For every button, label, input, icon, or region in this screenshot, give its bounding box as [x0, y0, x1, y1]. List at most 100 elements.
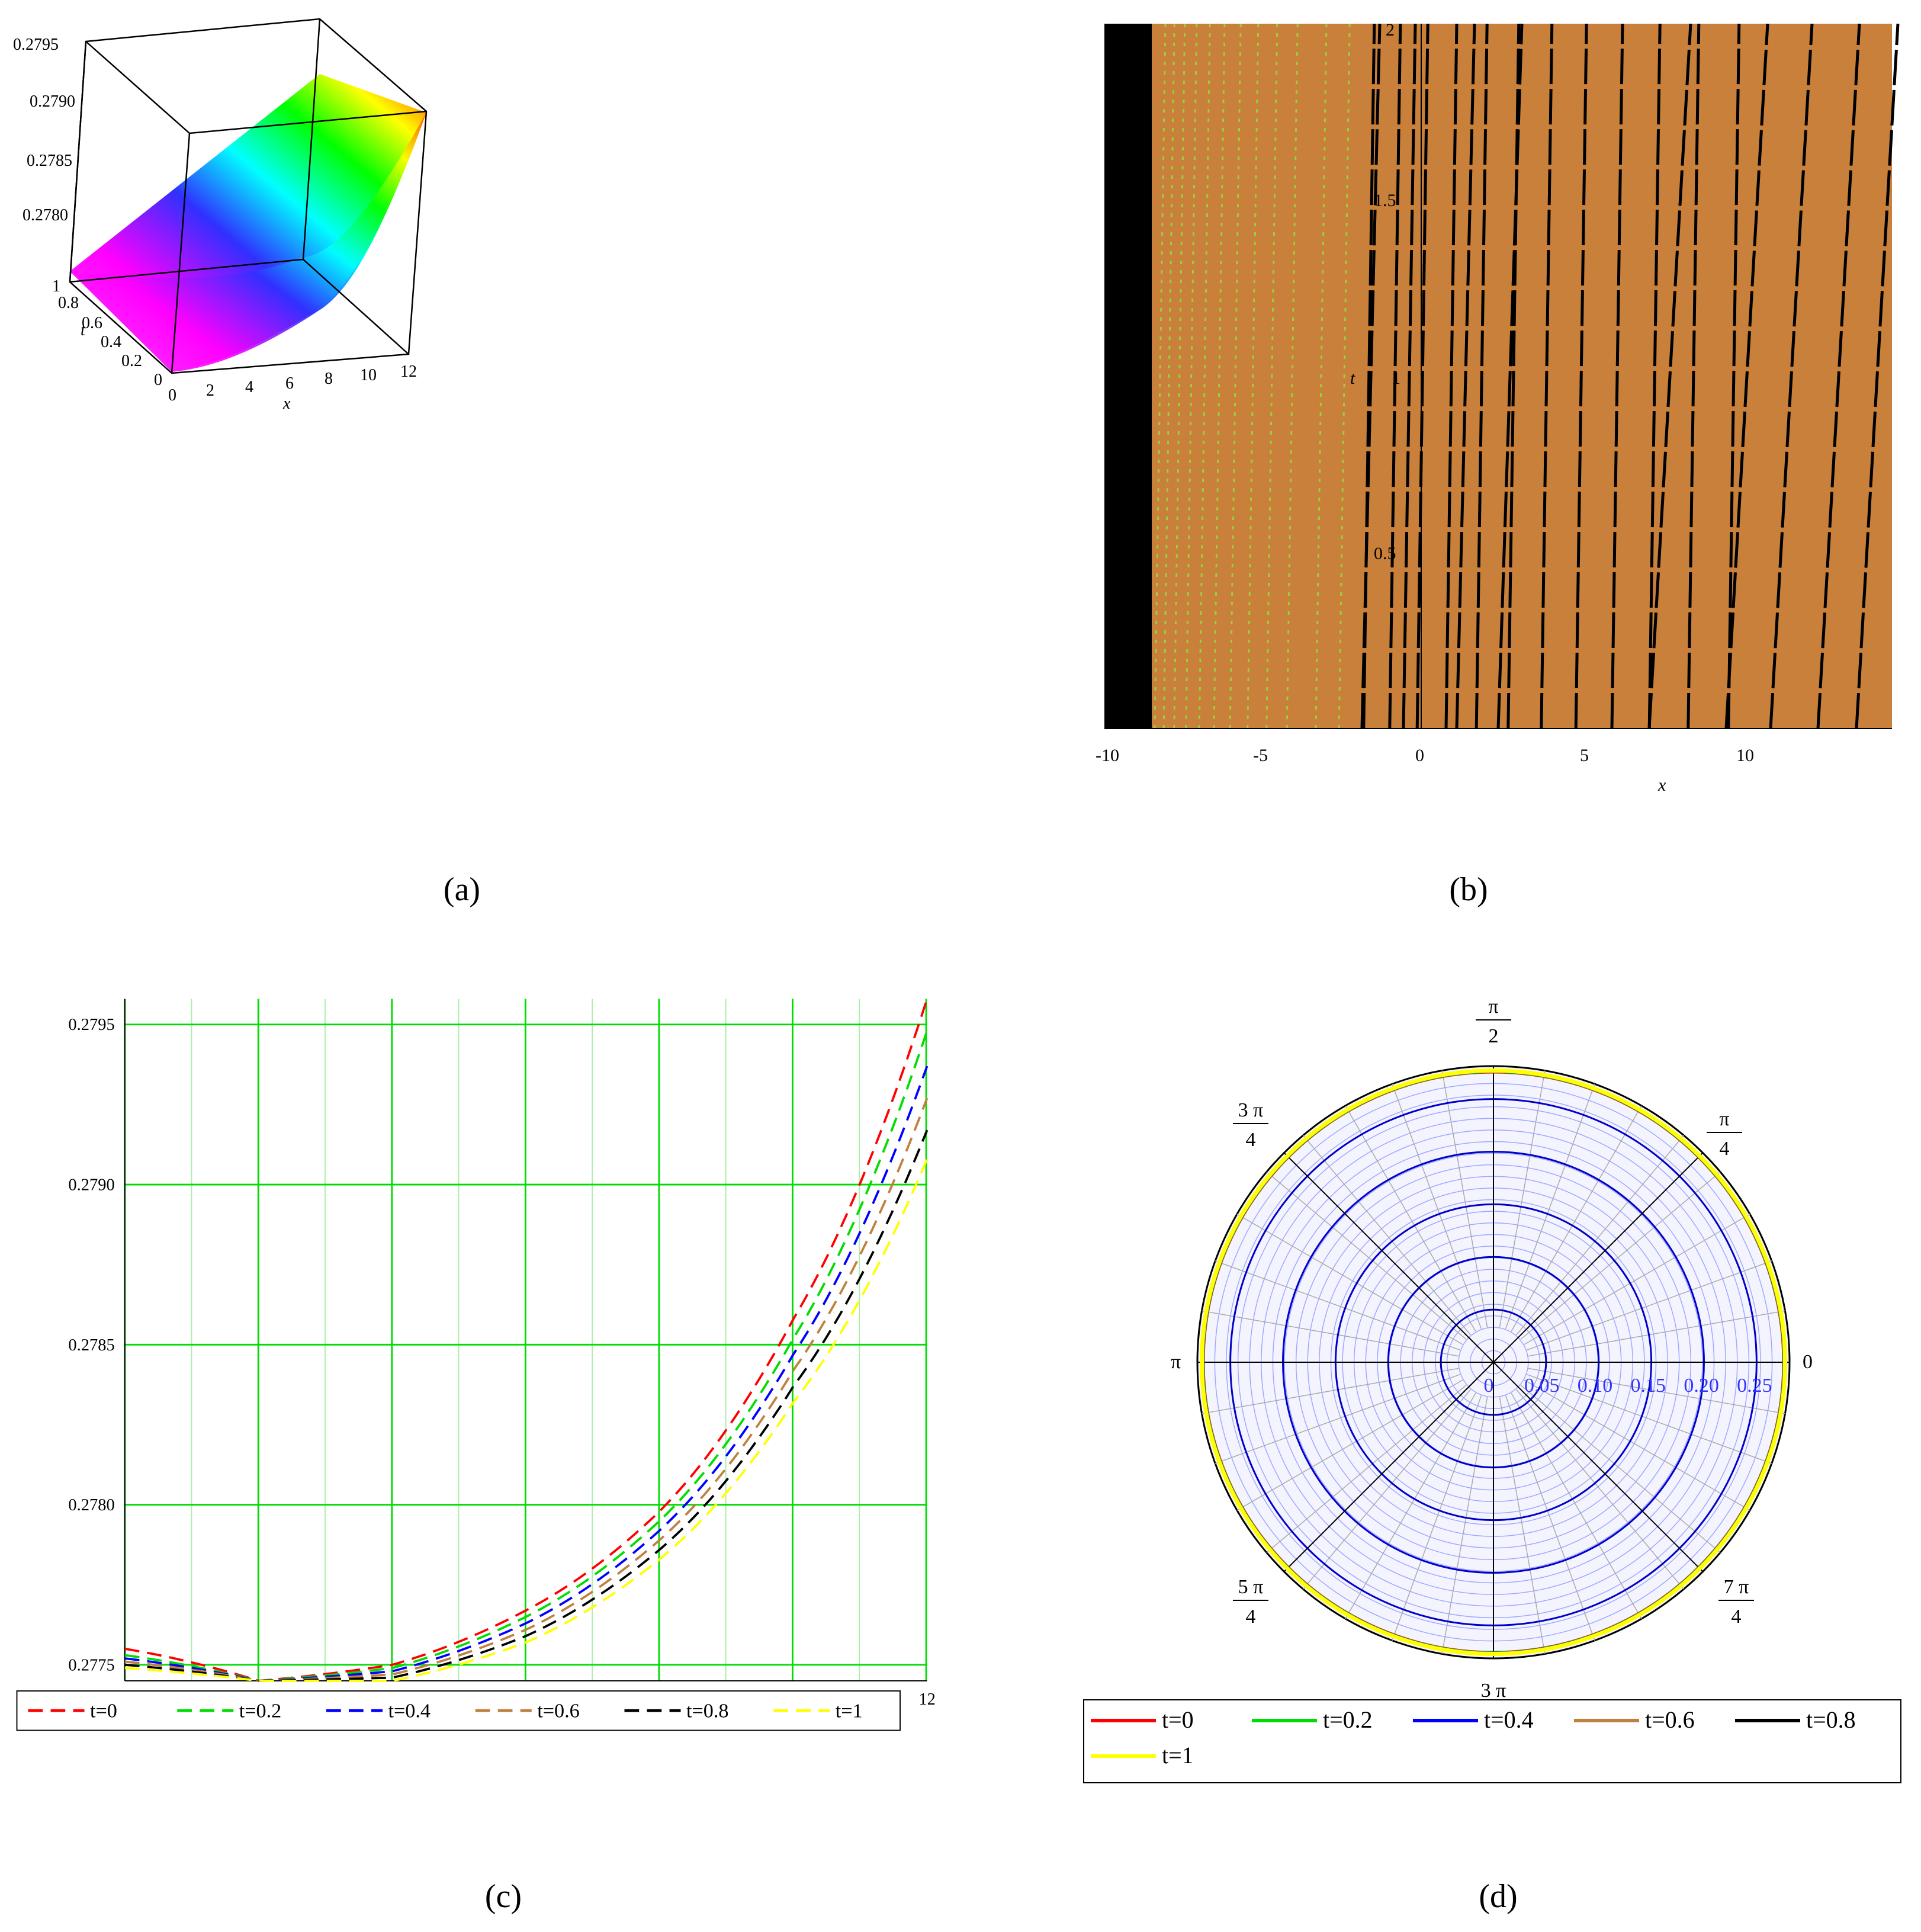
- r-tick-label: 0.05: [1524, 1375, 1560, 1397]
- x-tick-label: -5: [1253, 746, 1268, 765]
- polar-spoke: [1215, 1260, 1460, 1351]
- r-tick-label: 0.10: [1578, 1375, 1613, 1397]
- polar-spoke: [1524, 1214, 1750, 1345]
- label-3pi-over-2-numerator: 3 π: [1481, 1680, 1506, 1702]
- x-tick-label: 12: [918, 1690, 936, 1709]
- y-tick-label: 0.2775: [68, 1656, 114, 1674]
- t-tick-label: 1: [52, 277, 60, 296]
- caption-c: (c): [484, 1878, 522, 1915]
- z-tick-label: 0.2785: [27, 152, 72, 170]
- x-axis-label: x: [282, 394, 291, 413]
- polar-spoke: [1202, 1310, 1459, 1357]
- label-5pi-over-4-denominator: 4: [1246, 1606, 1256, 1628]
- t-axis: 1 0.8 0.6 0.4 0.2 0 t: [52, 277, 162, 389]
- legend-label: t=0: [90, 1700, 117, 1722]
- y-tick-label: 0.2780: [68, 1496, 114, 1514]
- polar-spoke: [1499, 1070, 1546, 1328]
- x-axis: 0 2 4 6 8 10 12 x: [168, 362, 417, 413]
- polar-spoke: [1511, 1105, 1642, 1332]
- polar-spoke: [1520, 1172, 1721, 1340]
- contour-line: [1444, 23, 1459, 729]
- series-line-t1: [124, 1158, 929, 1682]
- polar-spoke: [1528, 1310, 1785, 1357]
- y-tick-label: 1: [1392, 368, 1400, 388]
- label-7pi-over-4-denominator: 4: [1732, 1606, 1742, 1628]
- caption-b: (b): [1449, 871, 1488, 908]
- label-3pi-over-4-numerator: 3 π: [1238, 1099, 1264, 1121]
- label-5pi-over-4-numerator: 5 π: [1238, 1576, 1264, 1598]
- legend-label: t=0.4: [388, 1700, 431, 1722]
- x-tick-label: -10: [1096, 746, 1119, 765]
- x-tick-label: 5: [1580, 746, 1589, 765]
- contour-line: [1415, 23, 1429, 729]
- polar-spoke: [1527, 1260, 1772, 1351]
- t-tick-label: 0.6: [82, 314, 102, 332]
- bounding-box: [69, 18, 428, 374]
- x-tick-label: 12: [400, 362, 417, 381]
- contour-line: [1727, 23, 1741, 729]
- t-axis-label: t: [81, 321, 86, 339]
- contour-line: [1816, 23, 1861, 729]
- contour-line: [1724, 23, 1769, 729]
- t-tick-label: 0.2: [121, 352, 142, 370]
- polar-spoke: [1392, 1395, 1482, 1641]
- x-tick-label: 0: [1415, 746, 1424, 765]
- polar-spoke: [1528, 1368, 1785, 1414]
- caption-d: (d): [1479, 1878, 1518, 1915]
- contour-line: [1610, 23, 1624, 729]
- legend-box: [1083, 1699, 1901, 1783]
- polar-spoke: [1441, 1397, 1488, 1654]
- legend-label: t=0: [1162, 1706, 1194, 1733]
- z-tick-label: 0.2780: [23, 206, 68, 224]
- contour-line: [1388, 23, 1402, 729]
- label-pi-over-2-denominator: 2: [1489, 1025, 1499, 1047]
- x-tick-label: 2: [206, 381, 214, 400]
- contour-dark-band: [1104, 24, 1152, 728]
- z-tick-label: 0.2795: [13, 36, 59, 54]
- polar-curve-t1: [1200, 1068, 1787, 1656]
- surface-bottom: [70, 113, 426, 372]
- contour-line: [1647, 23, 1662, 729]
- panel-b-contour-plot: 2 1.5 1 0.5 t -10 -5 0 5 10 x: [1096, 20, 1900, 795]
- label-pi-over-4-denominator: 4: [1720, 1138, 1730, 1160]
- contour-line: [1247, 23, 1260, 729]
- legend-label: t=0.8: [686, 1700, 729, 1722]
- polar-spoke: [1236, 1379, 1463, 1511]
- contour-line: [1162, 23, 1175, 729]
- polar-spoke: [1527, 1373, 1772, 1464]
- polar-axis: [1283, 1362, 1494, 1572]
- contour-line: [1213, 23, 1226, 729]
- polar-spoke: [1441, 1070, 1488, 1328]
- label-pi-over-4-numerator: π: [1719, 1108, 1729, 1130]
- panel-d-polar-chart: 0 0.05 0.10 0.15 0.20 0.25 π 2 π 4 3 π 4 5 π 4 7 π 4 3 π…: [1083, 996, 1901, 1783]
- contour-line: [1360, 23, 1382, 729]
- r-tick-label: 0: [1484, 1375, 1494, 1397]
- polar-spoke: [1202, 1368, 1459, 1414]
- contour-line: [1769, 23, 1814, 729]
- contour-line: [1855, 23, 1900, 729]
- y-tick-label: 0.2790: [68, 1176, 114, 1195]
- y-tick-label: 2: [1386, 20, 1395, 40]
- contour-line: [1338, 23, 1351, 729]
- z-tick-label: 0.2790: [30, 92, 75, 111]
- label-7pi-over-4-numerator: 7 π: [1724, 1576, 1749, 1598]
- y-tick-label: 1.5: [1374, 191, 1396, 210]
- legend-label: t=1: [1162, 1742, 1194, 1769]
- contour-line: [1574, 23, 1588, 729]
- legend-label: t=1: [836, 1700, 863, 1722]
- t-tick-label: 0: [154, 371, 162, 389]
- polar-chart-area: 0 0.05 0.10 0.15 0.20 0.25 π 2 π 4 3 π 4 5 π 4 7 π 4 3 π…: [1083, 996, 1901, 1783]
- polar-spoke: [1236, 1214, 1463, 1345]
- x-tick-label: 0: [168, 386, 176, 405]
- contour-line: [1496, 23, 1524, 729]
- caption-a: (a): [443, 871, 481, 908]
- series-line-t08: [124, 1129, 929, 1682]
- contour-line: [1402, 23, 1417, 729]
- polar-spoke: [1303, 1389, 1472, 1590]
- label-3pi-over-4-denominator: 4: [1246, 1129, 1256, 1151]
- contour-line: [1286, 23, 1299, 729]
- contour-line: [1185, 23, 1198, 729]
- t-tick-label: 0.4: [101, 333, 121, 351]
- contour-line: [1362, 23, 1376, 729]
